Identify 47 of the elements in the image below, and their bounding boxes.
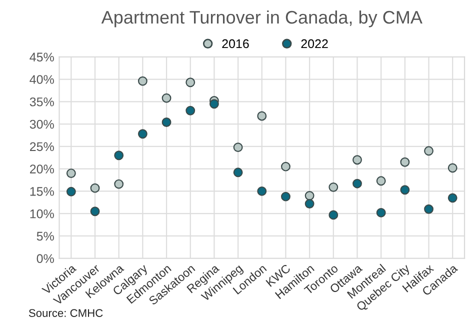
point [281,192,290,202]
point [233,142,243,152]
point [66,168,76,178]
y-tick-label: 10% [30,209,54,218]
point [328,210,338,220]
y-tick-label: 15% [30,187,54,196]
point [328,182,338,192]
y-tick-label: 25% [30,142,54,152]
y-tick-label: 20% [30,164,54,174]
point [66,186,76,196]
point [90,206,100,216]
y-tick-label: 30% [30,120,54,129]
legend-label: 2016 [222,39,249,48]
y-tick-label: 35% [30,97,54,106]
point [90,183,100,193]
y-tick-label: 40% [30,75,54,84]
y-tick-label: 45% [30,52,54,62]
point [162,93,172,103]
point [424,204,434,214]
point [376,176,386,186]
point [257,111,267,121]
source-note: Source: CMHC [28,309,103,317]
point [352,178,362,188]
chart-title: Apartment Turnover in Canada, by CMA [101,10,422,28]
point [257,186,267,196]
point [304,199,314,208]
point [186,78,196,88]
point [138,129,148,139]
point [114,179,124,189]
y-tick-label: 0% [36,254,54,264]
point [424,146,434,156]
point [400,185,410,195]
y-tick-label: 5% [36,232,54,241]
point [209,99,219,109]
point [233,168,243,178]
point [400,157,410,167]
point [186,106,196,116]
point [114,150,124,160]
point [304,190,314,200]
point [448,163,458,173]
point [448,193,458,203]
point [352,155,362,165]
legend-label: 2022 [301,39,328,48]
point [281,162,290,172]
point [138,76,148,86]
point [376,208,386,218]
point [162,118,172,127]
